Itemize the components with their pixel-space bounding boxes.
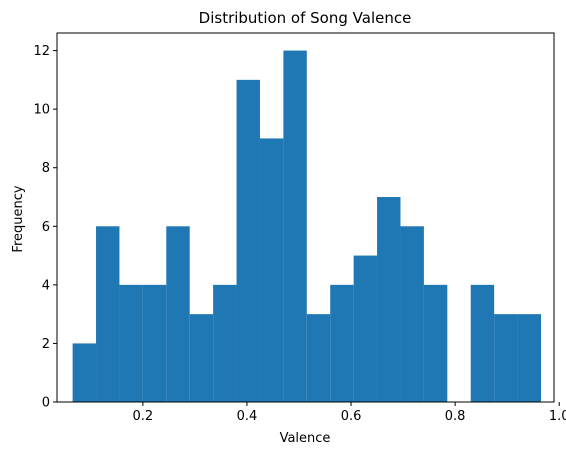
histogram-bar [494, 314, 518, 402]
histogram-bar [119, 284, 143, 402]
histogram-bar [259, 138, 284, 402]
histogram-bar [142, 284, 167, 402]
histogram-bar [96, 226, 120, 402]
y-tick-label: 2 [42, 337, 50, 352]
y-tick-label: 8 [42, 161, 50, 176]
histogram-bar [189, 314, 214, 402]
histogram-bar [72, 343, 97, 402]
plot-frame [56, 32, 555, 403]
y-axis-label: Frequency [11, 185, 26, 252]
histogram-bar [330, 284, 354, 402]
chart-title: Distribution of Song Valence [199, 9, 412, 27]
bars-group [72, 50, 541, 402]
histogram-bar [470, 284, 495, 402]
x-axis-label: Valence [280, 431, 331, 446]
y-tick-label: 12 [33, 44, 50, 59]
histogram-bar [213, 284, 237, 402]
y-axis-ticks: 0 2 4 6 8 10 12 [33, 44, 57, 411]
y-tick-label: 0 [42, 396, 50, 411]
x-axis-ticks: 0.2 0.4 0.6 0.8 1.0 [133, 402, 566, 424]
histogram-bar [377, 197, 401, 402]
histogram-bar [283, 50, 307, 402]
histogram-bar [400, 226, 424, 402]
histogram-bar [353, 255, 378, 402]
histogram-bar [423, 284, 448, 402]
x-tick-label: 0.2 [133, 409, 154, 424]
y-tick-label: 6 [42, 220, 50, 235]
x-tick-label: 1.0 [549, 409, 566, 424]
y-tick-label: 10 [33, 103, 50, 118]
histogram-bar [306, 314, 331, 402]
x-tick-label: 0.4 [237, 409, 258, 424]
y-tick-label: 4 [42, 278, 50, 293]
x-tick-label: 0.8 [445, 409, 466, 424]
histogram-bar [517, 314, 541, 402]
x-tick-label: 0.6 [341, 409, 362, 424]
histogram-bar [166, 226, 190, 402]
histogram-bar [236, 79, 260, 402]
